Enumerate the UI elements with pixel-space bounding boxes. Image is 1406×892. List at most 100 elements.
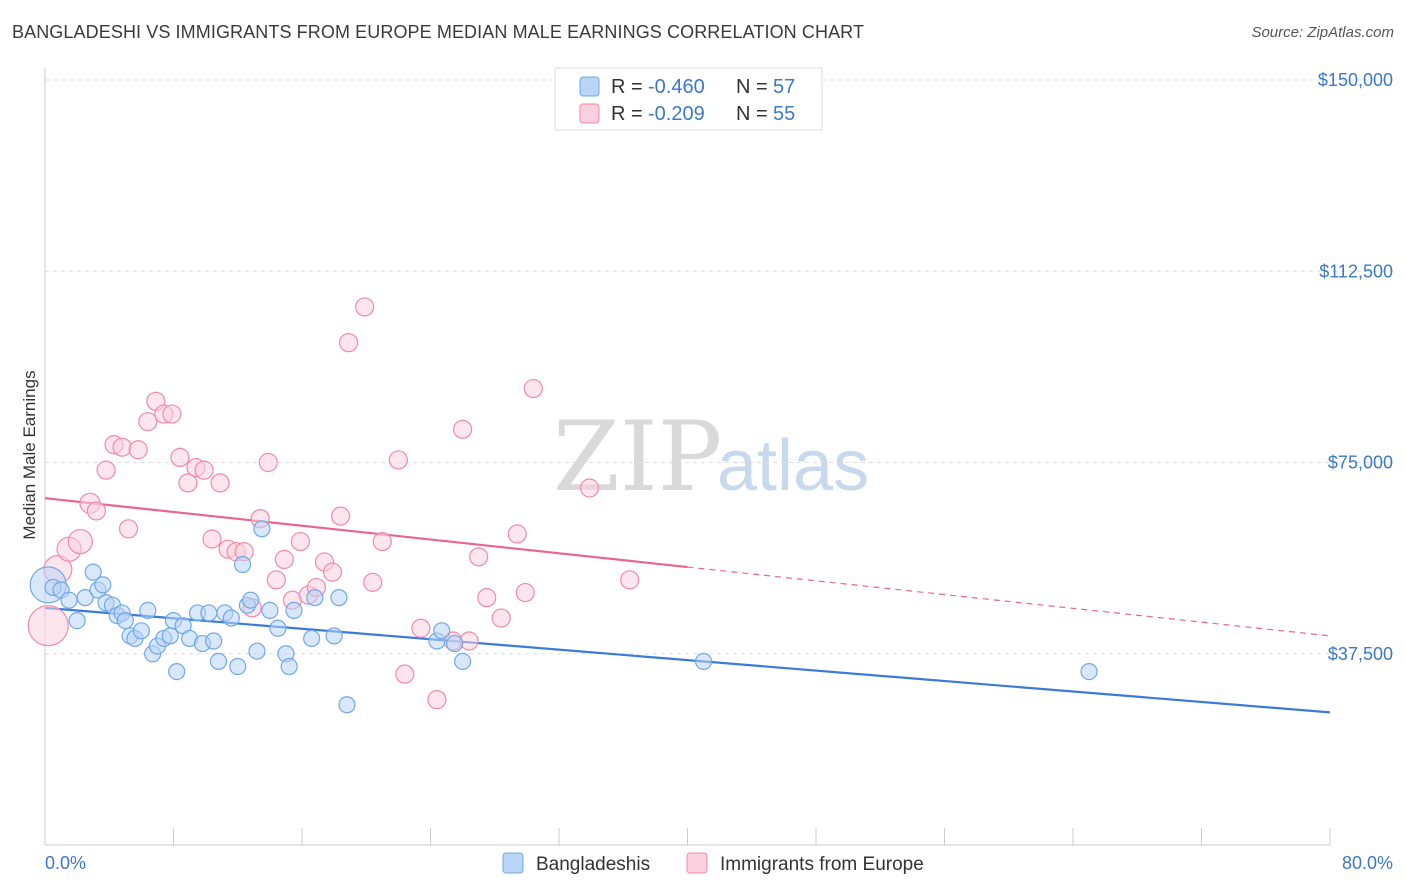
watermark: ZIP atlas bbox=[553, 401, 869, 513]
legend-n-value-2: 55 bbox=[773, 103, 795, 125]
bangladeshi-point bbox=[222, 609, 240, 627]
bangladeshi-point bbox=[168, 662, 186, 681]
y-tick-label: $150,000 bbox=[1318, 70, 1393, 90]
europe-point bbox=[118, 519, 139, 539]
bottom-legend-swatch-bangladeshis bbox=[502, 852, 524, 874]
tick-labels: $37,500 $75,000 $112,500 $150,000 0.0% 80.0% bbox=[45, 70, 1393, 873]
y-tick-label: $37,500 bbox=[1328, 644, 1393, 664]
bangladeshi-point bbox=[233, 555, 252, 574]
source-label: Source: ZipAtlas.com bbox=[1251, 24, 1394, 41]
europe-point bbox=[27, 605, 69, 647]
europe-point bbox=[162, 404, 182, 424]
bangladeshi-point bbox=[285, 601, 303, 620]
bangladeshi-point bbox=[68, 611, 86, 630]
data-points bbox=[27, 297, 1098, 714]
bangladeshi-point bbox=[454, 652, 472, 671]
bangladeshi-point bbox=[330, 589, 348, 607]
bottom-legend-swatch-europe bbox=[686, 852, 708, 874]
legend-r-value-2: -0.209 bbox=[648, 103, 705, 125]
europe-point bbox=[477, 588, 497, 608]
europe-point bbox=[453, 419, 473, 439]
europe-point bbox=[266, 570, 286, 590]
europe-point bbox=[86, 501, 107, 521]
bangladeshi-point bbox=[338, 696, 356, 714]
europe-point bbox=[178, 473, 198, 493]
bangladeshi-point bbox=[84, 563, 102, 581]
europe-point bbox=[194, 460, 214, 480]
bangladeshi-point bbox=[209, 652, 228, 671]
bangladeshi-point bbox=[139, 601, 157, 620]
bangladeshi-point bbox=[433, 622, 451, 640]
y-axis-label: Median Male Earnings bbox=[20, 370, 39, 539]
bangladeshi-point bbox=[94, 576, 112, 594]
y-tick-label: $75,000 bbox=[1328, 453, 1393, 473]
legend-swatch-europe bbox=[579, 103, 600, 124]
europe-point bbox=[395, 664, 415, 684]
europe-point bbox=[67, 528, 93, 555]
europe-point bbox=[372, 531, 392, 552]
europe-point bbox=[523, 378, 543, 399]
europe-point bbox=[427, 690, 447, 710]
bottom-legend: Bangladeshis Immigrants from Europe bbox=[502, 852, 924, 875]
europe-point bbox=[491, 608, 511, 628]
legend-n-value-1: 57 bbox=[773, 76, 795, 98]
europe-point bbox=[258, 452, 278, 473]
x-tick-label: 80.0% bbox=[1342, 853, 1393, 873]
europe-point bbox=[338, 333, 359, 353]
bangladeshi-point bbox=[306, 589, 324, 607]
bangladeshi-point bbox=[325, 627, 343, 645]
bangladeshi-point bbox=[242, 591, 260, 609]
legend-swatch-bangladeshis bbox=[579, 76, 600, 97]
bangladeshi-point bbox=[253, 520, 271, 538]
trend-lines bbox=[44, 497, 1331, 714]
x-tick-label: 0.0% bbox=[45, 853, 86, 873]
europe-point bbox=[290, 531, 310, 552]
axes bbox=[44, 68, 1331, 846]
europe-point bbox=[96, 460, 116, 480]
europe-point bbox=[620, 570, 640, 590]
bangladeshi-point bbox=[76, 589, 94, 607]
bangladeshi-point bbox=[261, 601, 279, 620]
europe-point bbox=[170, 447, 190, 467]
europe-point bbox=[388, 450, 408, 470]
europe-trend-line-dashed bbox=[687, 566, 1331, 637]
legend-n-label-2: N = bbox=[736, 103, 768, 125]
bangladeshi-point bbox=[445, 634, 464, 653]
legend-r-label-1: R = bbox=[611, 76, 643, 98]
bottom-legend-label-bangladeshis: Bangladeshis bbox=[536, 854, 650, 875]
europe-point bbox=[210, 473, 230, 493]
bangladeshi-point bbox=[60, 591, 78, 609]
legend-n-label-1: N = bbox=[736, 76, 768, 98]
europe-trend-line bbox=[44, 497, 688, 569]
chart-title: BANGLADESHI VS IMMIGRANTS FROM EUROPE ME… bbox=[12, 22, 865, 42]
bangladeshi-point bbox=[132, 622, 150, 640]
bangladeshi-point bbox=[200, 604, 218, 622]
bangladeshi-point bbox=[205, 632, 223, 650]
bottom-legend-label-europe: Immigrants from Europe bbox=[720, 854, 924, 875]
watermark-zip: ZIP bbox=[553, 401, 722, 513]
europe-point bbox=[128, 440, 148, 460]
bangladeshi-point bbox=[248, 642, 266, 660]
bangladeshi-point bbox=[269, 619, 287, 637]
europe-point bbox=[515, 582, 535, 603]
europe-point bbox=[507, 524, 527, 544]
europe-point bbox=[138, 412, 158, 432]
watermark-atlas: atlas bbox=[717, 426, 869, 506]
europe-point bbox=[202, 529, 222, 549]
europe-point bbox=[112, 437, 132, 457]
bangladeshi-point bbox=[1080, 662, 1098, 681]
bangladeshi-point bbox=[280, 657, 298, 676]
legend-r-label-2: R = bbox=[611, 103, 643, 125]
europe-point bbox=[363, 572, 383, 592]
europe-point bbox=[322, 562, 343, 582]
bangladeshi-point bbox=[116, 611, 134, 630]
europe-point bbox=[355, 297, 375, 317]
top-legend: R = -0.460 N = 57 R = -0.209 N = 55 bbox=[554, 67, 823, 131]
europe-point bbox=[274, 549, 294, 570]
bangladeshi-trend-line bbox=[44, 606, 1331, 714]
bangladeshi-point bbox=[303, 629, 321, 648]
europe-point bbox=[411, 618, 431, 638]
europe-point bbox=[469, 547, 489, 567]
legend-r-value-1: -0.460 bbox=[648, 76, 705, 98]
